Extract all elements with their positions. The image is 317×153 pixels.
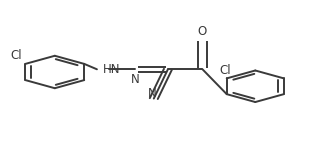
Text: HN: HN (103, 63, 120, 76)
Text: Cl: Cl (219, 64, 231, 76)
Text: N: N (131, 73, 139, 86)
Text: O: O (198, 25, 207, 38)
Text: N: N (147, 87, 156, 100)
Text: Cl: Cl (11, 49, 22, 62)
